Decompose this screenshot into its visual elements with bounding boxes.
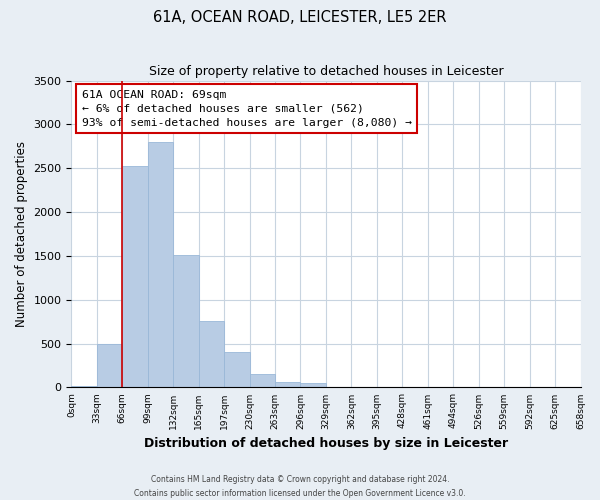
Bar — [301, 382, 326, 388]
Bar — [250, 374, 275, 388]
Bar — [326, 386, 352, 388]
Bar — [275, 382, 301, 388]
Bar — [199, 321, 224, 388]
Title: Size of property relative to detached houses in Leicester: Size of property relative to detached ho… — [149, 65, 503, 78]
Bar — [148, 142, 173, 388]
X-axis label: Distribution of detached houses by size in Leicester: Distribution of detached houses by size … — [144, 437, 508, 450]
Bar — [122, 166, 148, 388]
Bar — [71, 386, 97, 388]
Text: 61A OCEAN ROAD: 69sqm
← 6% of detached houses are smaller (562)
93% of semi-deta: 61A OCEAN ROAD: 69sqm ← 6% of detached h… — [82, 90, 412, 128]
Text: Contains HM Land Registry data © Crown copyright and database right 2024.
Contai: Contains HM Land Registry data © Crown c… — [134, 476, 466, 498]
Y-axis label: Number of detached properties: Number of detached properties — [15, 141, 28, 327]
Bar — [97, 344, 122, 388]
Bar — [173, 255, 199, 388]
Text: 61A, OCEAN ROAD, LEICESTER, LE5 2ER: 61A, OCEAN ROAD, LEICESTER, LE5 2ER — [153, 10, 447, 25]
Bar — [224, 352, 250, 388]
